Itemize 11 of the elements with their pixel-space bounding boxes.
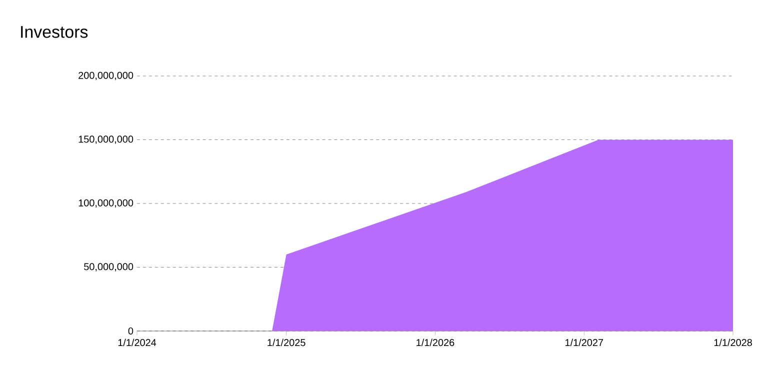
- x-tick-label: 1/1/2026: [416, 338, 454, 346]
- x-tick-label: 1/1/2027: [565, 338, 604, 346]
- y-tick-label: 150,000,000: [78, 136, 134, 144]
- x-tick-label: 1/1/2024: [118, 338, 156, 346]
- y-tick-label: 200,000,000: [78, 72, 134, 80]
- y-tick-label: 100,000,000: [78, 199, 134, 208]
- y-tick-label: 50,000,000: [84, 263, 134, 272]
- y-tick-label: 0: [128, 327, 134, 335]
- x-tick-label: 1/1/2025: [268, 338, 306, 346]
- x-tick-label: 1/1/2028: [714, 338, 752, 346]
- chart-title: Investors: [21, 26, 88, 38]
